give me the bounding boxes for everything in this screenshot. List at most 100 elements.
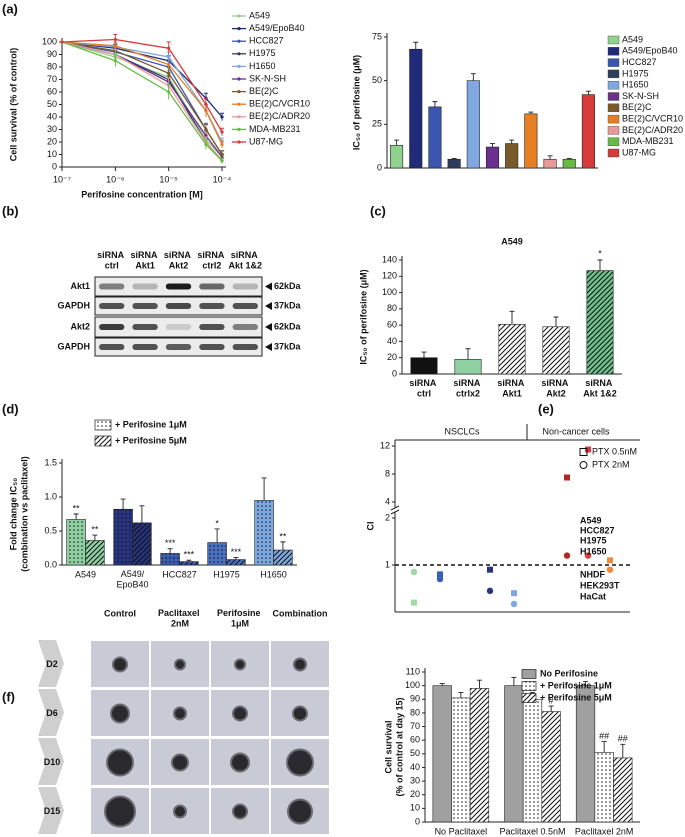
y-axis-title: Fold change IC₅₀: [8, 478, 18, 551]
annotation: ##: [599, 731, 609, 741]
error-bar: [439, 683, 445, 686]
label-line: A549/: [121, 569, 145, 579]
error-bar: [261, 477, 267, 501]
bar: [504, 685, 524, 823]
spheroid: [230, 752, 250, 773]
label-line: Akt2: [169, 261, 189, 271]
bar: [226, 559, 246, 566]
error-bar: [548, 705, 554, 712]
legend-marker: [237, 90, 241, 94]
legend-label: H1975: [580, 535, 607, 545]
annotation: **: [73, 503, 81, 513]
error-bar: [601, 741, 607, 753]
legend-label: BE(2)C/VCR10: [249, 99, 310, 109]
legend-label: H1650: [622, 80, 649, 90]
point: [437, 571, 443, 578]
point: [436, 575, 444, 583]
bar: [454, 359, 482, 375]
blot-row-label: Akt2: [70, 321, 90, 331]
legend-label: PTX 0.5nM: [592, 446, 637, 456]
x-tick-label: 10⁻⁷: [53, 174, 71, 184]
image-column-label: Paclitaxel 2nM: [158, 608, 202, 628]
legend-marker: [237, 14, 241, 18]
label-line: Akt 1&2: [583, 389, 617, 399]
legend-swatch: [607, 58, 620, 67]
bar: [466, 80, 480, 169]
point: [204, 102, 208, 107]
x-tick-label: 10⁻⁶: [106, 174, 125, 184]
blot-arrow: [265, 282, 272, 291]
label-line: siRNA: [197, 250, 226, 260]
spheroid: [287, 798, 313, 825]
error-bar: [509, 310, 515, 325]
bar: [485, 146, 500, 169]
legend-label: SK-N-SH: [249, 73, 286, 83]
error-bar: [120, 498, 126, 510]
legend-label: NHDF: [580, 569, 605, 579]
legend-swatch: [607, 103, 620, 113]
panel-label: (d): [2, 401, 19, 416]
legend-label: SK-N-SH: [622, 91, 659, 101]
point: [510, 600, 518, 608]
annotation: ***: [184, 550, 195, 560]
blot-column-label: siRNA Akt2: [164, 250, 193, 270]
legend-swatch: [94, 435, 112, 447]
point: [220, 115, 224, 119]
y-tick-label: 30: [47, 124, 57, 134]
panel-label: (f): [2, 689, 15, 704]
row-chevron: [38, 787, 64, 834]
chart-title: A549: [501, 236, 523, 246]
label-line: Akt1: [502, 389, 522, 399]
legend-swatch: [607, 126, 620, 135]
point: [607, 557, 613, 564]
y-tick-label: 80: [47, 61, 57, 71]
error-bar: [566, 157, 572, 160]
bar: [498, 324, 526, 375]
y-tick-label: 40: [387, 336, 397, 346]
blot-band: [99, 344, 125, 350]
blot-band: [132, 324, 158, 330]
error-bar: [186, 559, 192, 562]
point: [167, 71, 171, 75]
error-bar: [470, 73, 476, 81]
bar: [390, 144, 404, 169]
y-tick-label: 20: [387, 352, 397, 362]
error-bar: [490, 143, 495, 148]
error-bar: [465, 348, 471, 360]
y-tick-label: 30: [410, 775, 420, 785]
point: [167, 90, 171, 94]
label-line: 1μM: [231, 619, 249, 629]
point: [167, 46, 171, 50]
y-axis-title: CI: [365, 522, 375, 531]
legend-marker: [237, 127, 241, 131]
blot-band: [232, 344, 258, 350]
series-line: [61, 41, 223, 118]
y-tick-label: 120: [382, 271, 397, 281]
x-tick-label: siRNA Akt2: [541, 378, 570, 398]
bar: [469, 688, 490, 823]
label-line: ctrl2: [202, 261, 221, 271]
legend-label: H1975: [249, 48, 276, 58]
group-label: NSCLCs: [444, 426, 480, 436]
error-bar: [394, 139, 400, 146]
error-bar: [214, 528, 220, 543]
y-tick-label: 90: [47, 49, 57, 59]
legend-marker: [237, 39, 241, 43]
legend-label: A549: [249, 10, 270, 20]
label-line: Paclitaxel: [158, 608, 202, 618]
legend-marker: [579, 448, 588, 456]
legend-swatch: [607, 47, 620, 56]
label-line: siRNA: [409, 378, 438, 388]
y-tick-label: 0.5: [44, 525, 57, 535]
legend-label: HaCat: [580, 591, 606, 601]
annotation: ##: [618, 734, 628, 744]
error-bar: [451, 157, 457, 160]
bar: [451, 697, 471, 823]
label-line: EpoB40: [116, 580, 148, 590]
blot-band: [99, 303, 125, 309]
y-tick-label: 0: [415, 816, 420, 826]
y-tick-label: 0: [392, 368, 397, 378]
y-tick-label: 0: [377, 162, 382, 172]
x-tick-label: H1650: [260, 569, 287, 579]
label-line: Akt1: [135, 261, 155, 271]
